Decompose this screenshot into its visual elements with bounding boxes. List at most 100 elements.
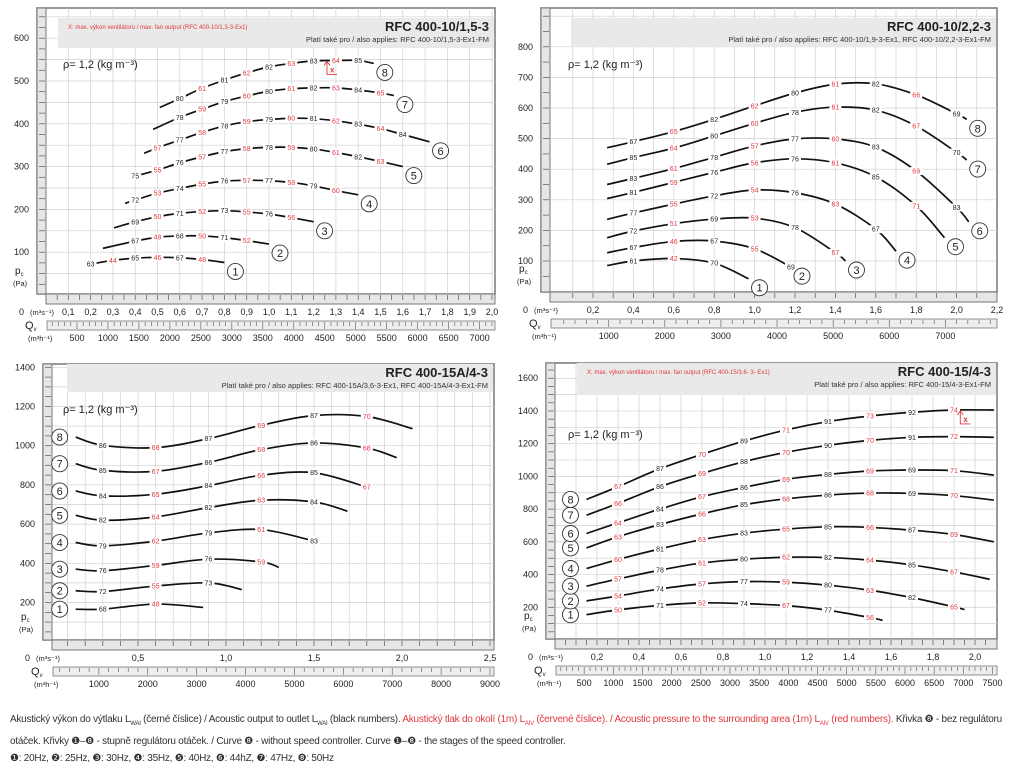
curve-label-gap — [950, 203, 963, 212]
m3h-tick-label: 3000 — [187, 679, 207, 689]
curve-label-gap — [173, 184, 186, 193]
curve-label-gap — [780, 425, 792, 434]
x-tick-label: 1,0 — [759, 652, 772, 662]
y-tick-label: 300 — [14, 162, 29, 172]
power-label: 69 — [908, 491, 916, 498]
curve-label-gap — [129, 254, 142, 263]
power-label: 77 — [791, 136, 799, 143]
curve-label-gap — [285, 84, 298, 93]
x-axis-unit-si: (m³s⁻¹) — [534, 306, 558, 315]
pressure-label: 61 — [670, 166, 678, 173]
curve-label-gap — [307, 83, 320, 92]
y-axis-unit: (Pa) — [517, 277, 532, 286]
pressure-label: 59 — [198, 107, 206, 114]
x-tick-label: 2,0 — [396, 653, 409, 663]
pressure-label: 44 — [109, 258, 117, 265]
power-label: 84 — [399, 132, 407, 139]
curve-label-gap — [822, 581, 834, 590]
pressure-label: 60 — [287, 116, 295, 123]
curve-label-gap — [173, 94, 186, 103]
curve-label-gap — [255, 557, 268, 566]
x-tick-label: 0,7 — [196, 307, 209, 317]
power-label: 74 — [176, 186, 184, 193]
curve-label-gap — [780, 601, 792, 610]
curve-label-gap — [748, 214, 761, 223]
y-tick-label: 600 — [523, 537, 538, 547]
curve-label-gap — [696, 535, 708, 544]
x-axis-unit-h: (m³h⁻¹) — [34, 680, 59, 689]
y-axis-label-sub: c — [27, 618, 30, 624]
curve-label-gap — [352, 56, 365, 65]
curve-label-gap — [864, 467, 876, 476]
curve-1 — [75, 603, 204, 611]
pressure-label: 52 — [198, 209, 206, 216]
x-tick-label: 1,2 — [307, 307, 320, 317]
curve-label-gap — [329, 116, 342, 125]
curve-label-gap — [240, 176, 253, 185]
curve-label-gap — [627, 153, 640, 162]
curve-label-gap — [151, 166, 164, 175]
y-axis-label-sub: c — [21, 272, 24, 278]
curve-label-gap — [667, 144, 680, 153]
air-density-label: ρ= 1,2 (kg m⁻³) — [568, 59, 643, 71]
pressure-label: 42 — [670, 256, 678, 263]
m3h-tick-label: 5000 — [284, 679, 304, 689]
origin-label: 0 — [19, 307, 24, 317]
power-label: 63 — [87, 262, 95, 269]
pressure-label: 57 — [154, 145, 162, 152]
m3h-tick-label: 9000 — [480, 679, 500, 689]
m3h-tick-label: 2000 — [655, 331, 675, 341]
power-label: 71 — [221, 235, 229, 242]
x-tick-label: 2,0 — [950, 305, 963, 315]
curve-label-gap — [307, 114, 320, 123]
plot-frame — [540, 7, 998, 293]
curve-label-gap — [829, 158, 842, 167]
footnote-red-text: Akustický tlak do okolí (1m) L — [402, 714, 525, 725]
pressure-label: 59 — [670, 180, 678, 187]
power-label: 76 — [265, 212, 273, 219]
pressure-label: 67 — [950, 569, 958, 576]
pressure-label: 57 — [698, 581, 706, 588]
curve-label-gap — [822, 522, 834, 531]
y-axis-label: pc — [524, 611, 533, 623]
curve-label-gap — [308, 468, 320, 477]
curve-number: 4 — [567, 564, 573, 576]
x-tick-label: 2,2 — [991, 305, 1004, 315]
curve-label-gap — [708, 237, 721, 246]
flow-m3h-scale — [46, 320, 496, 331]
y-axis-label: pc — [519, 264, 528, 276]
curve-label-gap — [329, 83, 342, 92]
m3h-tick-label: 6500 — [439, 333, 459, 343]
chart-header — [577, 363, 996, 395]
power-label: 67 — [630, 139, 638, 146]
pressure-label: 55 — [152, 584, 160, 591]
m3h-tick-label: 4500 — [315, 333, 335, 343]
pressure-label: 63 — [832, 202, 840, 209]
y-axis-label: pc — [21, 612, 30, 624]
curve-label-gap — [240, 236, 253, 245]
x-tick-label: 1,4 — [352, 307, 365, 317]
x-tick-label: 0,8 — [218, 307, 231, 317]
curve-label-gap — [708, 259, 721, 268]
curve-number: 6 — [567, 528, 573, 540]
m3h-tick-label: 5500 — [866, 678, 886, 688]
curve-label-gap — [822, 441, 834, 450]
curve-label-gap — [255, 471, 268, 480]
m3h-tick-label: 7000 — [935, 331, 955, 341]
pressure-label: 61 — [832, 82, 840, 89]
curve-label-gap — [738, 483, 750, 492]
m3h-tick-label: 500 — [577, 678, 592, 688]
curve-label-gap — [748, 101, 761, 110]
x-tick-label: 0,6 — [668, 305, 681, 315]
power-label: 72 — [99, 589, 107, 596]
x-tick-label: 0,9 — [240, 307, 253, 317]
power-label: 72 — [630, 229, 638, 236]
pressure-label: 48 — [198, 257, 206, 264]
curve-number-badge — [396, 96, 414, 114]
power-label: 78 — [710, 155, 718, 162]
curve-number-badge — [51, 582, 69, 600]
pressure-label: 67 — [698, 494, 706, 501]
curve-number: 1 — [57, 604, 63, 616]
power-label: 80 — [310, 147, 318, 154]
power-label: 85 — [630, 155, 638, 162]
